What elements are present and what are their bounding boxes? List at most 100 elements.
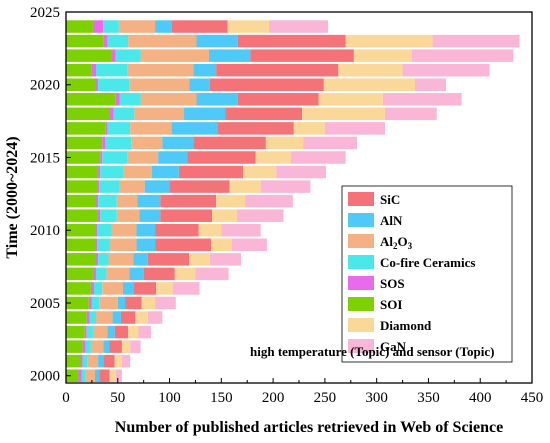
bar-segment-aln-2010: [136, 223, 156, 237]
bar-segment-aln-2005: [117, 296, 126, 310]
bar-segment-al2o3-2010: [111, 223, 137, 237]
bar-segment-gan-2004: [147, 311, 163, 324]
legend-swatch: [348, 213, 374, 227]
bar-segment-al2o3-2005: [99, 296, 118, 310]
bar-segment-sos-2002: [82, 340, 86, 353]
bar-segment-sic-2006: [133, 282, 157, 295]
bar-segment-gan-2005: [155, 296, 176, 310]
bar-segment-sic-2007: [143, 267, 175, 281]
bar-segment-diamond-2023: [345, 34, 433, 48]
legend-swatch: [348, 192, 374, 206]
bar-segment-sos-2024: [92, 20, 104, 33]
bar-segment-sos-2000: [78, 369, 82, 382]
bar-segment-sic-2014: [178, 165, 244, 179]
x-axis-ticks: 0 50 100 150 200 250 300 350 400 450: [62, 378, 543, 406]
bar-segment-sic-2019: [237, 93, 319, 106]
bar-segment-aln-2003: [107, 325, 115, 339]
bar-segment-sos-2012: [94, 194, 99, 208]
bar-segment-gan-2003: [138, 325, 151, 339]
bar-segment-al2o3-2015: [127, 151, 159, 164]
bar-segment-aln-2024: [155, 20, 172, 33]
bar-series-group: [66, 20, 520, 382]
bar-segment-sos-2003: [84, 325, 87, 339]
bar-segment-gan-2012: [245, 194, 293, 208]
x-tick-label: 250: [314, 390, 337, 406]
x-tick-label: 50: [110, 390, 125, 406]
bar-segment-sic-2022: [250, 49, 354, 62]
bar-segment-sos-2023: [103, 34, 108, 48]
bar-segment-aln-2012: [137, 194, 161, 208]
bar-segment-aln-2017: [171, 122, 218, 135]
bar-segment-gan-2013: [260, 180, 311, 193]
bar-segment-soi-2015: [66, 151, 101, 164]
x-tick-label: 350: [417, 390, 440, 406]
bar-segment-aln-2018: [184, 107, 226, 121]
bar-segment-gan-2009: [231, 238, 267, 252]
bar-segment-diamond-2010: [198, 223, 222, 237]
bar-segment-gan-2017: [324, 122, 385, 135]
bar-segment-gan-2021: [402, 63, 490, 77]
legend-swatch: [348, 255, 374, 269]
legend-swatch: [348, 276, 374, 290]
y-axis-ticks: 2000 2005 2010 2015 2020 2025: [30, 5, 71, 385]
bar-segment-aln-2004: [112, 311, 121, 324]
bar-segment-gan-2002: [130, 340, 141, 353]
bar-segment-co-fire-ceramics-2006: [93, 282, 103, 295]
bar-segment-co-fire-ceramics-2000: [81, 369, 86, 382]
bar-segment-diamond-2024: [227, 20, 269, 33]
bar-segment-al2o3-2009: [109, 238, 137, 252]
y-tick-label: 2010: [30, 223, 60, 239]
bar-segment-al2o3-2002: [90, 340, 104, 353]
x-tick-label: 400: [469, 390, 492, 406]
bar-segment-sos-2018: [109, 107, 114, 121]
y-tick-label: 2000: [30, 369, 60, 385]
bar-segment-aln-2009: [136, 238, 156, 252]
bar-segment-sos-2011: [97, 209, 101, 222]
bar-segment-co-fire-ceramics-2020: [98, 78, 130, 92]
bar-segment-diamond-2003: [128, 325, 139, 339]
bar-segment-gan-2024: [268, 20, 328, 33]
bar-segment-aln-2001: [98, 354, 104, 368]
bar-segment-sos-2022: [111, 49, 116, 62]
bar-segment-sos-2021: [91, 63, 97, 77]
bar-segment-sos-2015: [100, 151, 103, 164]
bar-segment-co-fire-ceramics-2015: [102, 151, 128, 164]
bar-segment-soi-2023: [66, 34, 104, 48]
bar-segment-soi-2003: [66, 325, 85, 339]
bar-segment-al2o3-2012: [116, 194, 138, 208]
bar-segment-soi-2022: [66, 49, 112, 62]
bar-segment-sic-2008: [147, 253, 190, 266]
bar-segment-co-fire-ceramics-2021: [96, 63, 128, 77]
bar-segment-diamond-2017: [293, 122, 325, 135]
bar-segment-co-fire-ceramics-2003: [86, 325, 93, 339]
bar-segment-al2o3-2017: [130, 122, 172, 135]
bar-segment-diamond-2009: [210, 238, 232, 252]
bar-segment-aln-2019: [196, 93, 238, 106]
bar-segment-sos-2009: [94, 238, 98, 252]
bar-segment-aln-2002: [103, 340, 110, 353]
bar-segment-sic-2003: [114, 325, 129, 339]
bar-segment-aln-2000: [94, 369, 100, 382]
bar-segment-soi-2019: [66, 93, 116, 106]
x-tick-label: 150: [210, 390, 233, 406]
bar-segment-sos-2006: [90, 282, 94, 295]
bar-segment-diamond-2020: [323, 78, 415, 92]
bar-segment-sic-2021: [216, 63, 339, 77]
bar-segment-soi-2006: [66, 282, 91, 295]
bar-segment-co-fire-ceramics-2010: [97, 223, 112, 237]
legend-label: GaN: [380, 339, 407, 354]
bar-segment-aln-2006: [122, 282, 134, 295]
legend-label: SOS: [380, 276, 405, 291]
bar-segment-soi-2007: [66, 267, 93, 281]
bar-segment-aln-2013: [144, 180, 170, 193]
legend-label: Al2O3: [380, 234, 413, 251]
bar-segment-co-fire-ceramics-2018: [113, 107, 135, 121]
bar-segment-soi-2014: [66, 165, 98, 179]
bar-segment-diamond-2022: [353, 49, 412, 62]
bar-segment-soi-2020: [66, 78, 95, 92]
bar-segment-al2o3-2007: [106, 267, 130, 281]
bar-segment-co-fire-ceramics-2022: [115, 49, 141, 62]
bar-segment-sic-2011: [160, 209, 213, 222]
bar-segment-aln-2007: [129, 267, 144, 281]
bar-segment-co-fire-ceramics-2019: [119, 93, 141, 106]
